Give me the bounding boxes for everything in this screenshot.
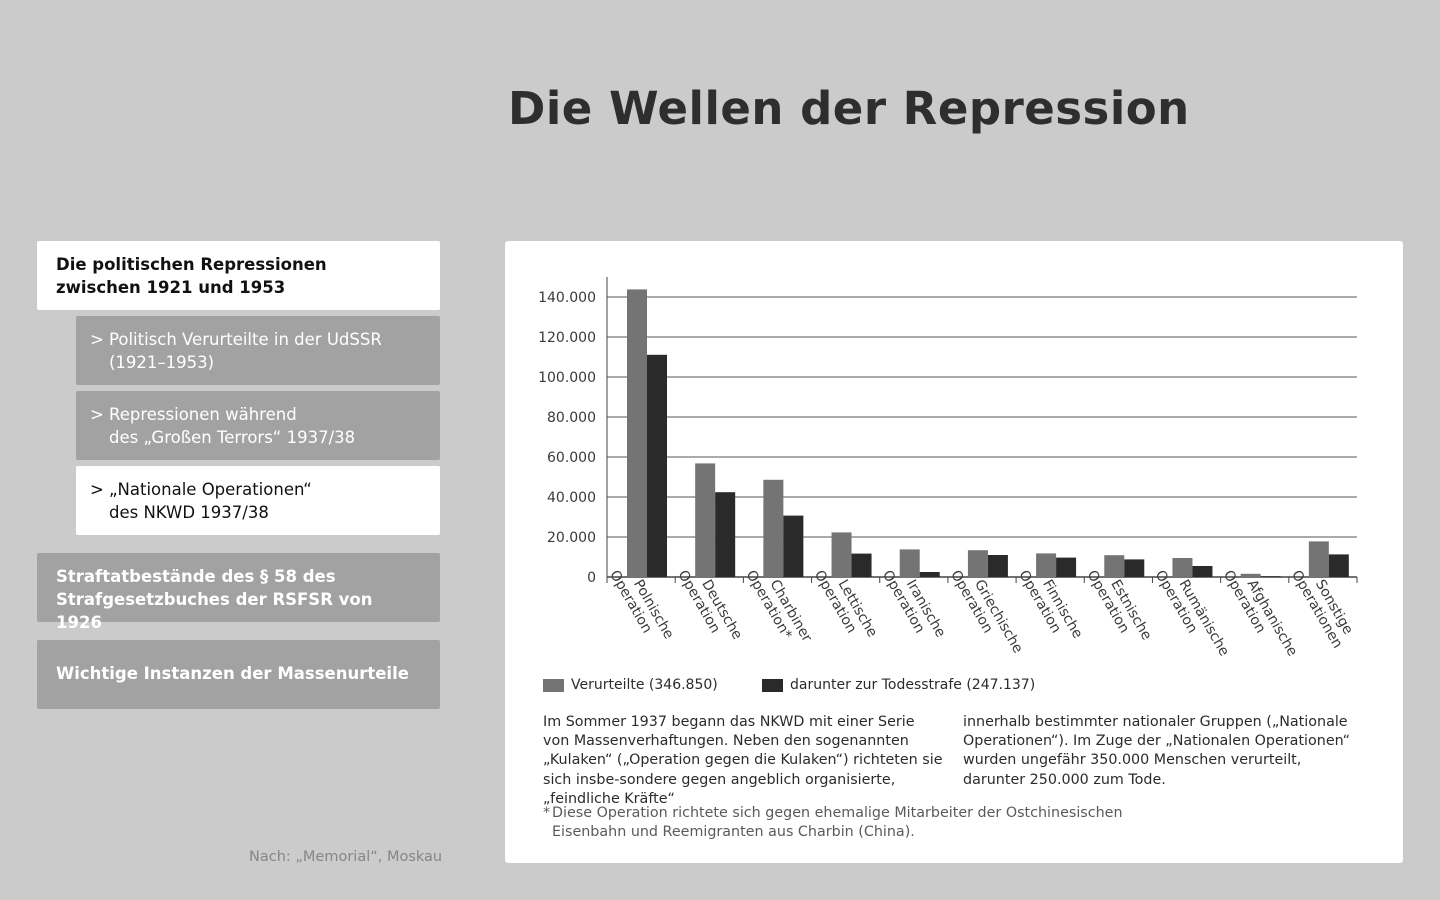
chevron-right-icon: > xyxy=(90,480,104,499)
legend-swatch-convicted xyxy=(543,678,564,692)
nav-item-label-line1: Wichtige Instanzen der Massenurteile xyxy=(56,664,409,683)
bar-death-penalty xyxy=(1328,554,1349,577)
source-note: Nach: „Memorial“, Moskau xyxy=(249,849,443,865)
y-tick-label: 100.000 xyxy=(538,370,596,386)
bar-chart: 0 20.000 40.000 60.000 80.000 100.000 120.000 1… xyxy=(538,277,1358,659)
bar-convicted xyxy=(1240,573,1261,577)
y-tick-label: 40.000 xyxy=(547,490,596,506)
nav-subitem-label-line2: des NKWD 1937/38 xyxy=(109,503,269,522)
bar-death-penalty xyxy=(715,492,736,577)
nav-item-paragraph-58[interactable]: Straftatbestände des § 58 des Strafgeset… xyxy=(37,553,440,632)
legend-item-death: darunter zur Todesstrafe (247.137) xyxy=(762,677,1035,693)
nav-item-label-line1: Straftatbestände des § 58 des xyxy=(56,567,336,586)
nav-item-label-line2: zwischen 1921 und 1953 xyxy=(56,278,286,297)
y-tick-label: 140.000 xyxy=(538,290,596,306)
nav-subitem-label-line2: des „Großen Terrors“ 1937/38 xyxy=(109,428,356,447)
y-tick-label: 60.000 xyxy=(547,450,596,466)
nav-subitem-great-terror[interactable]: > Repressionen während des „Großen Terro… xyxy=(76,391,440,460)
bar-death-penalty xyxy=(851,553,872,577)
legend-item-convicted: Verurteilte (346.850) xyxy=(543,677,718,693)
nav-subitem-label-line1: „Nationale Operationen“ xyxy=(109,480,312,499)
bar-convicted xyxy=(831,532,852,577)
bar-convicted xyxy=(627,289,647,577)
chevron-right-icon: > xyxy=(90,330,104,349)
bar-convicted xyxy=(1104,555,1125,577)
y-tick-label: 80.000 xyxy=(547,410,596,426)
bar-death-penalty xyxy=(987,555,1008,577)
nav-subitem-convicted-udssr[interactable]: > Politisch Verurteilte in der UdSSR (19… xyxy=(76,316,440,385)
bar-death-penalty xyxy=(783,515,804,577)
bar-death-penalty xyxy=(919,572,940,577)
body-text-column-2: innerhalb bestimmter nationaler Gruppen … xyxy=(963,714,1351,788)
chart-panel: 0 20.000 40.000 60.000 80.000 100.000 120.000 1… xyxy=(505,241,1403,863)
legend-swatch-death xyxy=(762,678,783,692)
bar-convicted xyxy=(1172,558,1193,577)
bar-death-penalty xyxy=(1260,576,1281,577)
body-text-column-1: Im Sommer 1937 begann das NKWD mit einer… xyxy=(543,714,943,807)
chevron-right-icon: > xyxy=(90,405,104,424)
nav-subitem-label-line1: Politisch Verurteilte in der UdSSR xyxy=(109,330,382,349)
bar-convicted xyxy=(967,550,988,577)
footnote: * Diese Operation richtete sich gegen eh… xyxy=(543,804,1192,842)
bar-convicted xyxy=(1308,541,1329,577)
y-tick-label: 0 xyxy=(587,570,596,586)
bar-death-penalty xyxy=(647,354,667,577)
legend-label-convicted: Verurteilte (346.850) xyxy=(571,677,718,693)
bar-convicted xyxy=(899,549,920,577)
page-title: Die Wellen der Repression xyxy=(508,82,1190,135)
legend-label-death: darunter zur Todesstrafe (247.137) xyxy=(790,677,1036,693)
nav-subitem-national-operations[interactable]: > „Nationale Operationen“ des NKWD 1937/… xyxy=(76,466,440,535)
y-tick-label: 20.000 xyxy=(547,530,596,546)
nav-subitem-label-line2: (1921–1953) xyxy=(109,353,215,372)
bar-convicted xyxy=(763,479,784,577)
bar-death-penalty xyxy=(1124,559,1145,577)
nav-item-mass-sentencing-instances[interactable]: Wichtige Instanzen der Massenurteile xyxy=(37,640,440,709)
nav-item-political-repressions[interactable]: Die politischen Repressionen zwischen 19… xyxy=(37,241,440,310)
nav-item-label-line1: Die politischen Repressionen xyxy=(56,255,327,274)
nav-item-label-line2: Strafgesetzbuches der RSFSR von 1926 xyxy=(56,590,373,632)
footnote-marker: * xyxy=(543,805,551,821)
footnote-text: Diese Operation richtete sich gegen ehem… xyxy=(552,805,1123,841)
bar-convicted xyxy=(695,463,716,577)
nav-subitem-label-line1: Repressionen während xyxy=(109,405,297,424)
y-tick-label: 120.000 xyxy=(538,330,596,346)
bar-death-penalty xyxy=(1192,566,1213,577)
bar-convicted xyxy=(1036,553,1057,577)
bar-death-penalty xyxy=(1056,557,1077,577)
